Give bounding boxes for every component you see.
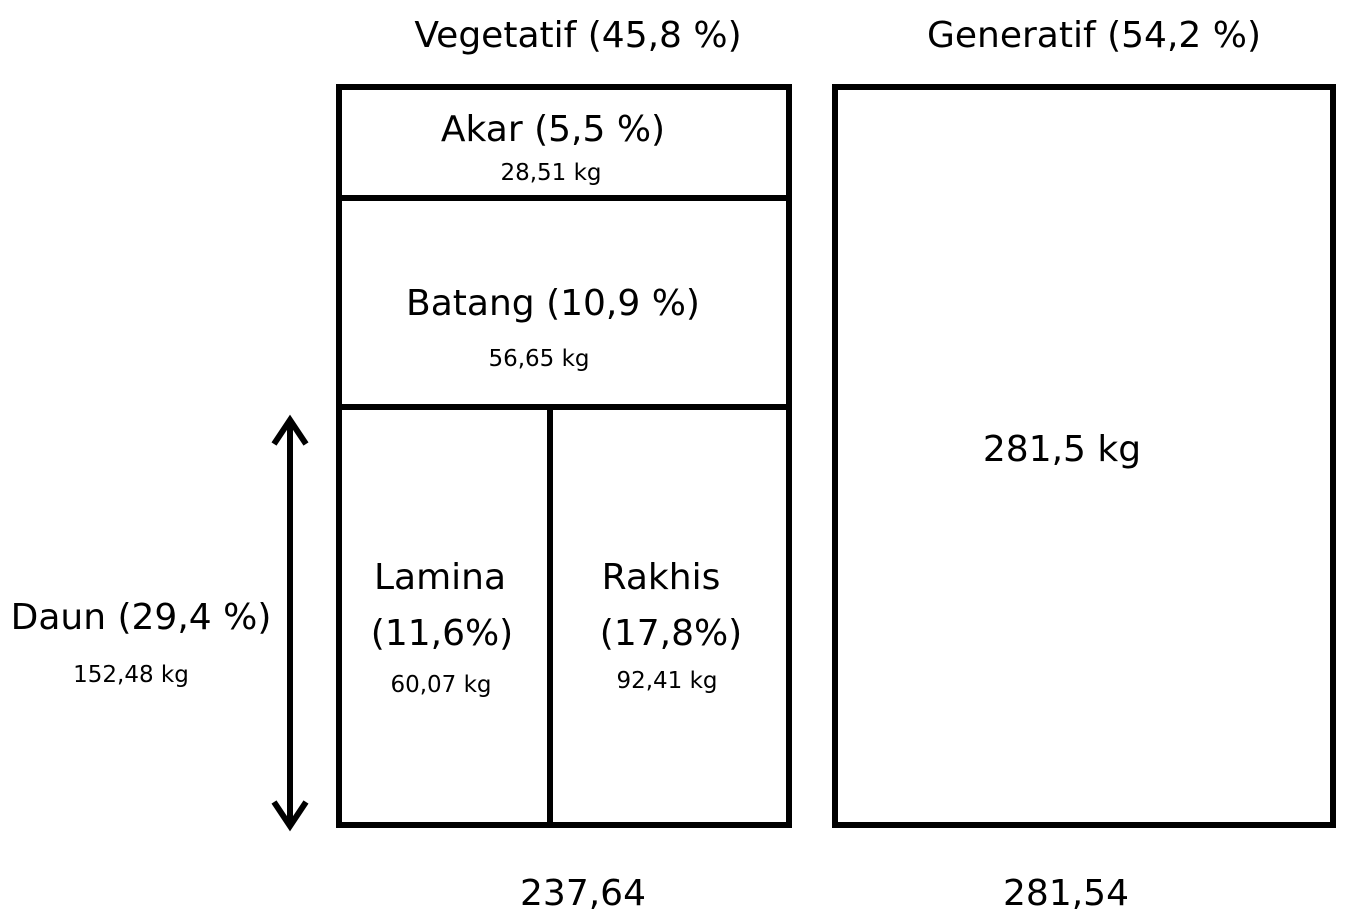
akar-batang-divider — [336, 195, 792, 201]
rakhis-label-line1: Rakhis — [601, 557, 721, 598]
generatif-box — [832, 84, 1336, 828]
rakhis-mass: 92,41 kg — [616, 668, 718, 694]
akar-label: Akar (5,5 %) — [440, 109, 666, 150]
lamina-rakhis-divider — [547, 404, 553, 828]
arrow-up-icon — [271, 414, 309, 446]
batang-mass: 56,65 kg — [488, 346, 590, 372]
akar-mass: 28,51 kg — [500, 160, 602, 186]
daun-mass: 152,48 kg — [73, 662, 189, 688]
batang-label: Batang (10,9 %) — [406, 283, 700, 324]
vegetatif-title: Vegetatif (45,8 %) — [414, 15, 742, 56]
generatif-total: 281,54 — [1003, 873, 1129, 914]
rakhis-label-line2: (17,8%) — [599, 613, 743, 654]
lamina-mass: 60,07 kg — [390, 672, 492, 698]
arrow-down-icon — [271, 800, 309, 832]
batang-daun-divider — [336, 404, 792, 410]
vegetatif-box — [336, 84, 792, 828]
daun-label: Daun (29,4 %) — [10, 597, 272, 638]
lamina-label-line1: Lamina — [373, 557, 507, 598]
generatif-mass: 281,5 kg — [982, 429, 1142, 470]
vegetatif-total: 237,64 — [520, 873, 646, 914]
generatif-title: Generatif (54,2 %) — [926, 15, 1262, 56]
lamina-label-line2: (11,6%) — [370, 613, 514, 654]
